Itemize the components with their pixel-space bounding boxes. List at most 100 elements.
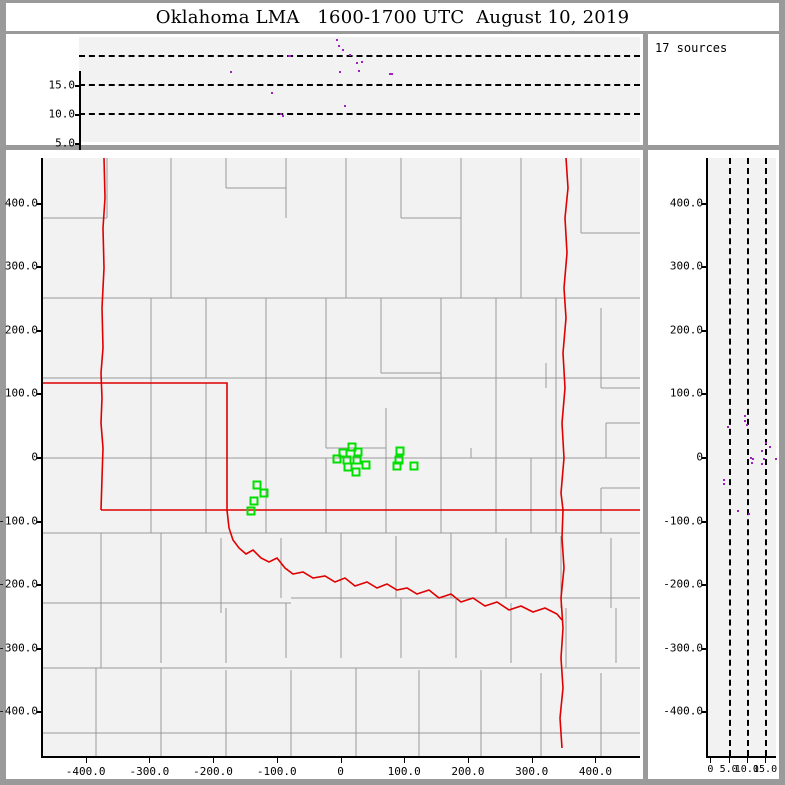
source-point [750,462,753,465]
source-point [765,442,768,445]
time-height-gridline [79,83,640,86]
time-height-gridline [79,54,640,57]
source-point [279,112,282,115]
plan-view-plot-area[interactable] [41,158,640,756]
source-point [768,445,771,448]
source-point [344,105,347,108]
map-y-tick-label: 200.0 [4,323,38,337]
sources-info-panel[interactable]: 17 sources [648,34,779,145]
map-y-tick [37,393,43,396]
map-x-tick [467,758,469,763]
map-x-tick-label: 400.0 [578,765,612,778]
map-y-tick-label: -200.0 [0,577,38,591]
state-borders [42,158,640,749]
height-northsouth-plot-area[interactable] [706,158,778,756]
lma-source-marker [347,442,357,452]
source-point [762,458,765,461]
map-x-tick-label: -100.0 [256,765,297,778]
map-y-tick-label: 300.0 [4,259,38,273]
map-y-tick-label: -400.0 [0,704,38,718]
height-northsouth-gridline [746,158,749,756]
map-x-tick [340,758,342,763]
height-northsouth-y-tick [702,711,708,714]
height-northsouth-gridline [765,158,768,756]
map-x-tick [149,758,151,763]
lma-source-marker [351,467,361,477]
lma-source-marker [395,446,405,456]
source-point [361,60,364,63]
map-x-tick-label: -300.0 [129,765,170,778]
source-point [747,512,750,515]
lma-source-marker [259,488,269,498]
map-x-tick-label: 200.0 [451,765,485,778]
source-point [736,510,739,513]
source-point [342,49,345,52]
height-northsouth-y-tick-label: -400.0 [663,704,703,718]
source-point [355,62,358,65]
height-northsouth-x-axis: 0 5.0 10.0 15.0 [706,756,777,775]
source-point [282,115,285,118]
lma-source-marker [343,462,353,472]
map-x-tick-label: 100.0 [387,765,421,778]
height-northsouth-x-tick-label: 15.0 [753,764,778,775]
height-northsouth-y-tick [702,520,708,523]
source-point [727,426,730,429]
lma-source-marker [352,455,362,465]
time-height-plot-area[interactable] [79,37,640,142]
height-northsouth-y-tick [702,202,708,205]
map-x-tick [595,758,597,763]
map-y-tick [37,266,43,269]
height-northsouth-y-tick-label: 100.0 [669,386,703,400]
window-title-bar: Oklahoma LMA 1600-1700 UTC August 10, 20… [6,3,779,31]
height-northsouth-y-axis: -400.0 -300.0 -200.0 -100.0 0 100.0 200.0 300.0… [663,158,708,756]
height-northsouth-y-tick [702,266,708,269]
source-point [271,91,274,94]
map-x-tick [213,758,215,763]
map-y-tick-label: -100.0 [0,514,38,528]
height-northsouth-y-tick-label: 400.0 [669,196,703,210]
map-y-tick-label: 0 [31,450,38,464]
lma-source-marker [361,460,371,470]
county-borders [41,158,640,756]
source-point [775,458,778,461]
time-height-y-axis: 05.010.015.0 [49,71,81,179]
map-y-tick [37,584,43,587]
height-northsouth-panel[interactable]: -400.0 -300.0 -200.0 -100.0 0 100.0 200.0 300.0… [648,150,779,779]
height-northsouth-x-tick [746,758,748,763]
height-northsouth-x-tick-label: 0 [707,764,714,775]
height-northsouth-x-tick-label: 5.0 [719,764,738,775]
lma-source-marker [246,506,256,516]
map-x-tick-label: 0 [337,765,344,778]
time-height-panel[interactable]: 05.010.015.0 -400.0-300.0-200.0-100.0010… [6,34,643,194]
source-point [751,458,754,461]
plan-view-map-panel[interactable]: -400.0 -300.0 -200.0 -100.0 0 100.0 200.0 300.0… [0,150,643,779]
source-point [746,423,749,426]
height-northsouth-y-tick [702,329,708,332]
map-y-tick [37,329,43,332]
height-northsouth-y-tick-label: -200.0 [663,577,703,591]
height-northsouth-y-tick [702,457,708,459]
map-x-axis: -400.0 -300.0 -200.0 -100.0 0 100.0 200.0 300.0… [41,756,640,778]
source-point [722,479,725,482]
height-northsouth-y-tick-label: 0 [696,450,703,464]
source-point [287,54,290,57]
lma-source-marker [392,461,402,471]
height-northsouth-y-tick-label: 200.0 [669,323,703,337]
time-height-y-tick-label: 5.0 [55,136,75,150]
map-y-tick-label: 100.0 [4,386,38,400]
map-y-tick [37,711,43,714]
source-point [388,72,391,75]
height-northsouth-x-tick-label: 10.0 [734,764,759,775]
time-height-gridline [79,112,640,115]
lma-source-marker [249,496,259,506]
map-y-tick-label: 400.0 [4,196,38,210]
source-point [391,73,394,76]
source-point [761,450,764,452]
map-geography-layer [41,158,640,756]
height-northsouth-x-tick [710,758,712,763]
page-title: Oklahoma LMA 1600-1700 UTC August 10, 20… [155,6,630,28]
time-height-y-tick-label: 10.0 [48,107,76,121]
time-height-y-tick [75,113,81,116]
height-northsouth-y-tick [702,584,708,587]
